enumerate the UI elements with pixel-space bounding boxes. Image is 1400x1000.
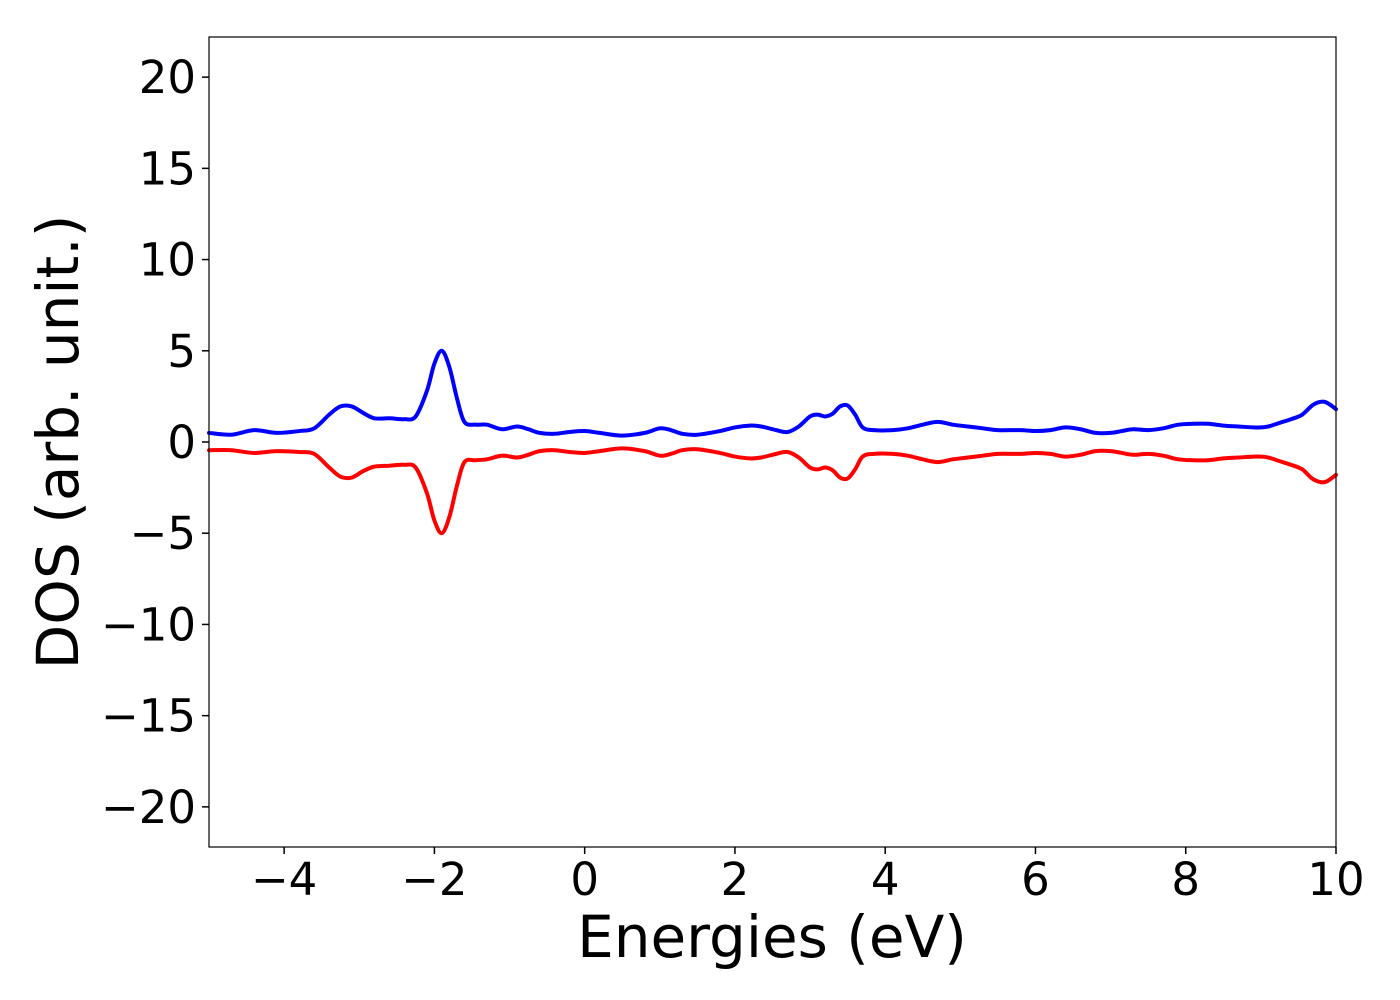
x-tick-label: −2 [401,853,467,906]
x-tick-label: 6 [1021,853,1050,906]
y-axis-title: DOS (arb. unit.) [24,215,92,670]
y-axis: 20 15 10 5 0 −5 −10 −15 −20 [101,51,209,834]
x-tick-label: 10 [1307,853,1364,906]
series-line-spin-down [207,446,1338,536]
y-tick-label: 20 [139,51,196,104]
series-layer [207,348,1338,536]
x-tick-label: 2 [721,853,750,906]
x-tick-label: −4 [251,853,317,906]
y-tick-label: 5 [167,325,196,378]
x-tick-label: 8 [1171,853,1200,906]
x-axis: −4 −2 0 2 4 6 8 10 [251,847,1365,906]
y-tick-label: 15 [139,142,196,195]
y-tick-label: −20 [101,781,196,834]
x-axis-title: Energies (eV) [577,903,967,971]
y-tick-label: 0 [167,416,196,469]
y-tick-label: −5 [130,507,196,560]
x-tick-label: 4 [871,853,900,906]
series-line-spin-up [207,348,1338,438]
plot-frame [208,36,1337,848]
y-tick-label: 10 [139,234,196,287]
x-tick-label: 0 [570,853,599,906]
y-tick-label: −10 [101,598,196,651]
y-tick-label: −15 [101,690,196,743]
